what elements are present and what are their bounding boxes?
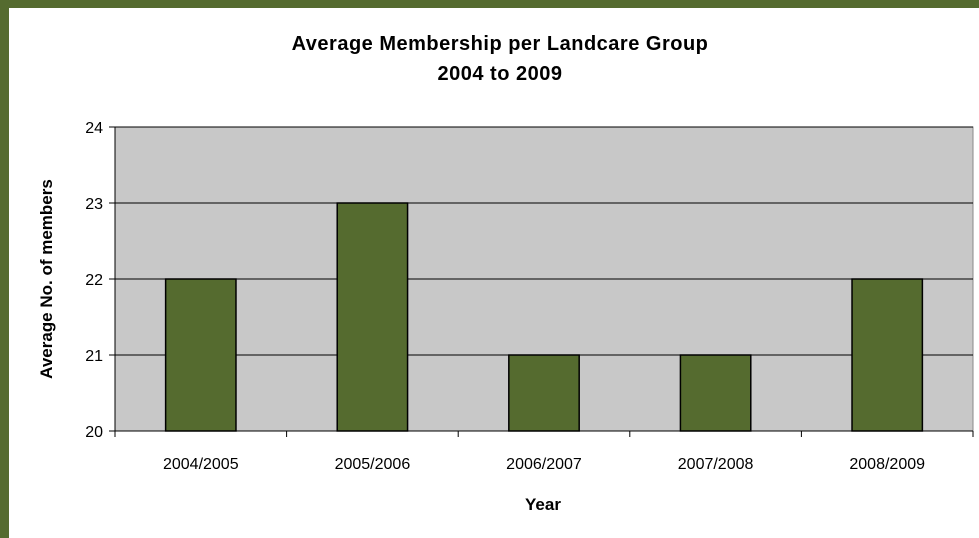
x-tick-label: 2005/2006 [335,456,411,473]
x-tick-label: 2007/2008 [678,456,754,473]
y-tick-label: 23 [85,196,103,213]
bar-2005-2006 [336,202,409,432]
y-tick-label: 20 [85,424,103,441]
axes: 20 21 22 23 24 2004/2005 2005/2006 2006/2007 200… [85,120,974,473]
bars [164,202,924,432]
y-tick-label: 24 [85,120,103,137]
x-tick-label: 2006/2007 [506,456,582,473]
chart-title: Average Membership per Landcare Group [292,33,709,55]
x-axis-label: Year [525,495,561,514]
y-tick-label: 21 [85,348,103,365]
y-axis-label: Average No. of members [37,179,56,379]
x-tick-label: 2004/2005 [163,456,239,473]
bar-2004-2005 [164,278,237,432]
bar-2008-2009 [851,278,924,432]
bar-2006-2007 [508,354,580,432]
chart-subtitle: 2004 to 2009 [438,63,563,85]
y-tick-label: 22 [85,272,103,289]
bar-2007-2008 [679,354,752,432]
x-tick-label: 2008/2009 [849,456,925,473]
